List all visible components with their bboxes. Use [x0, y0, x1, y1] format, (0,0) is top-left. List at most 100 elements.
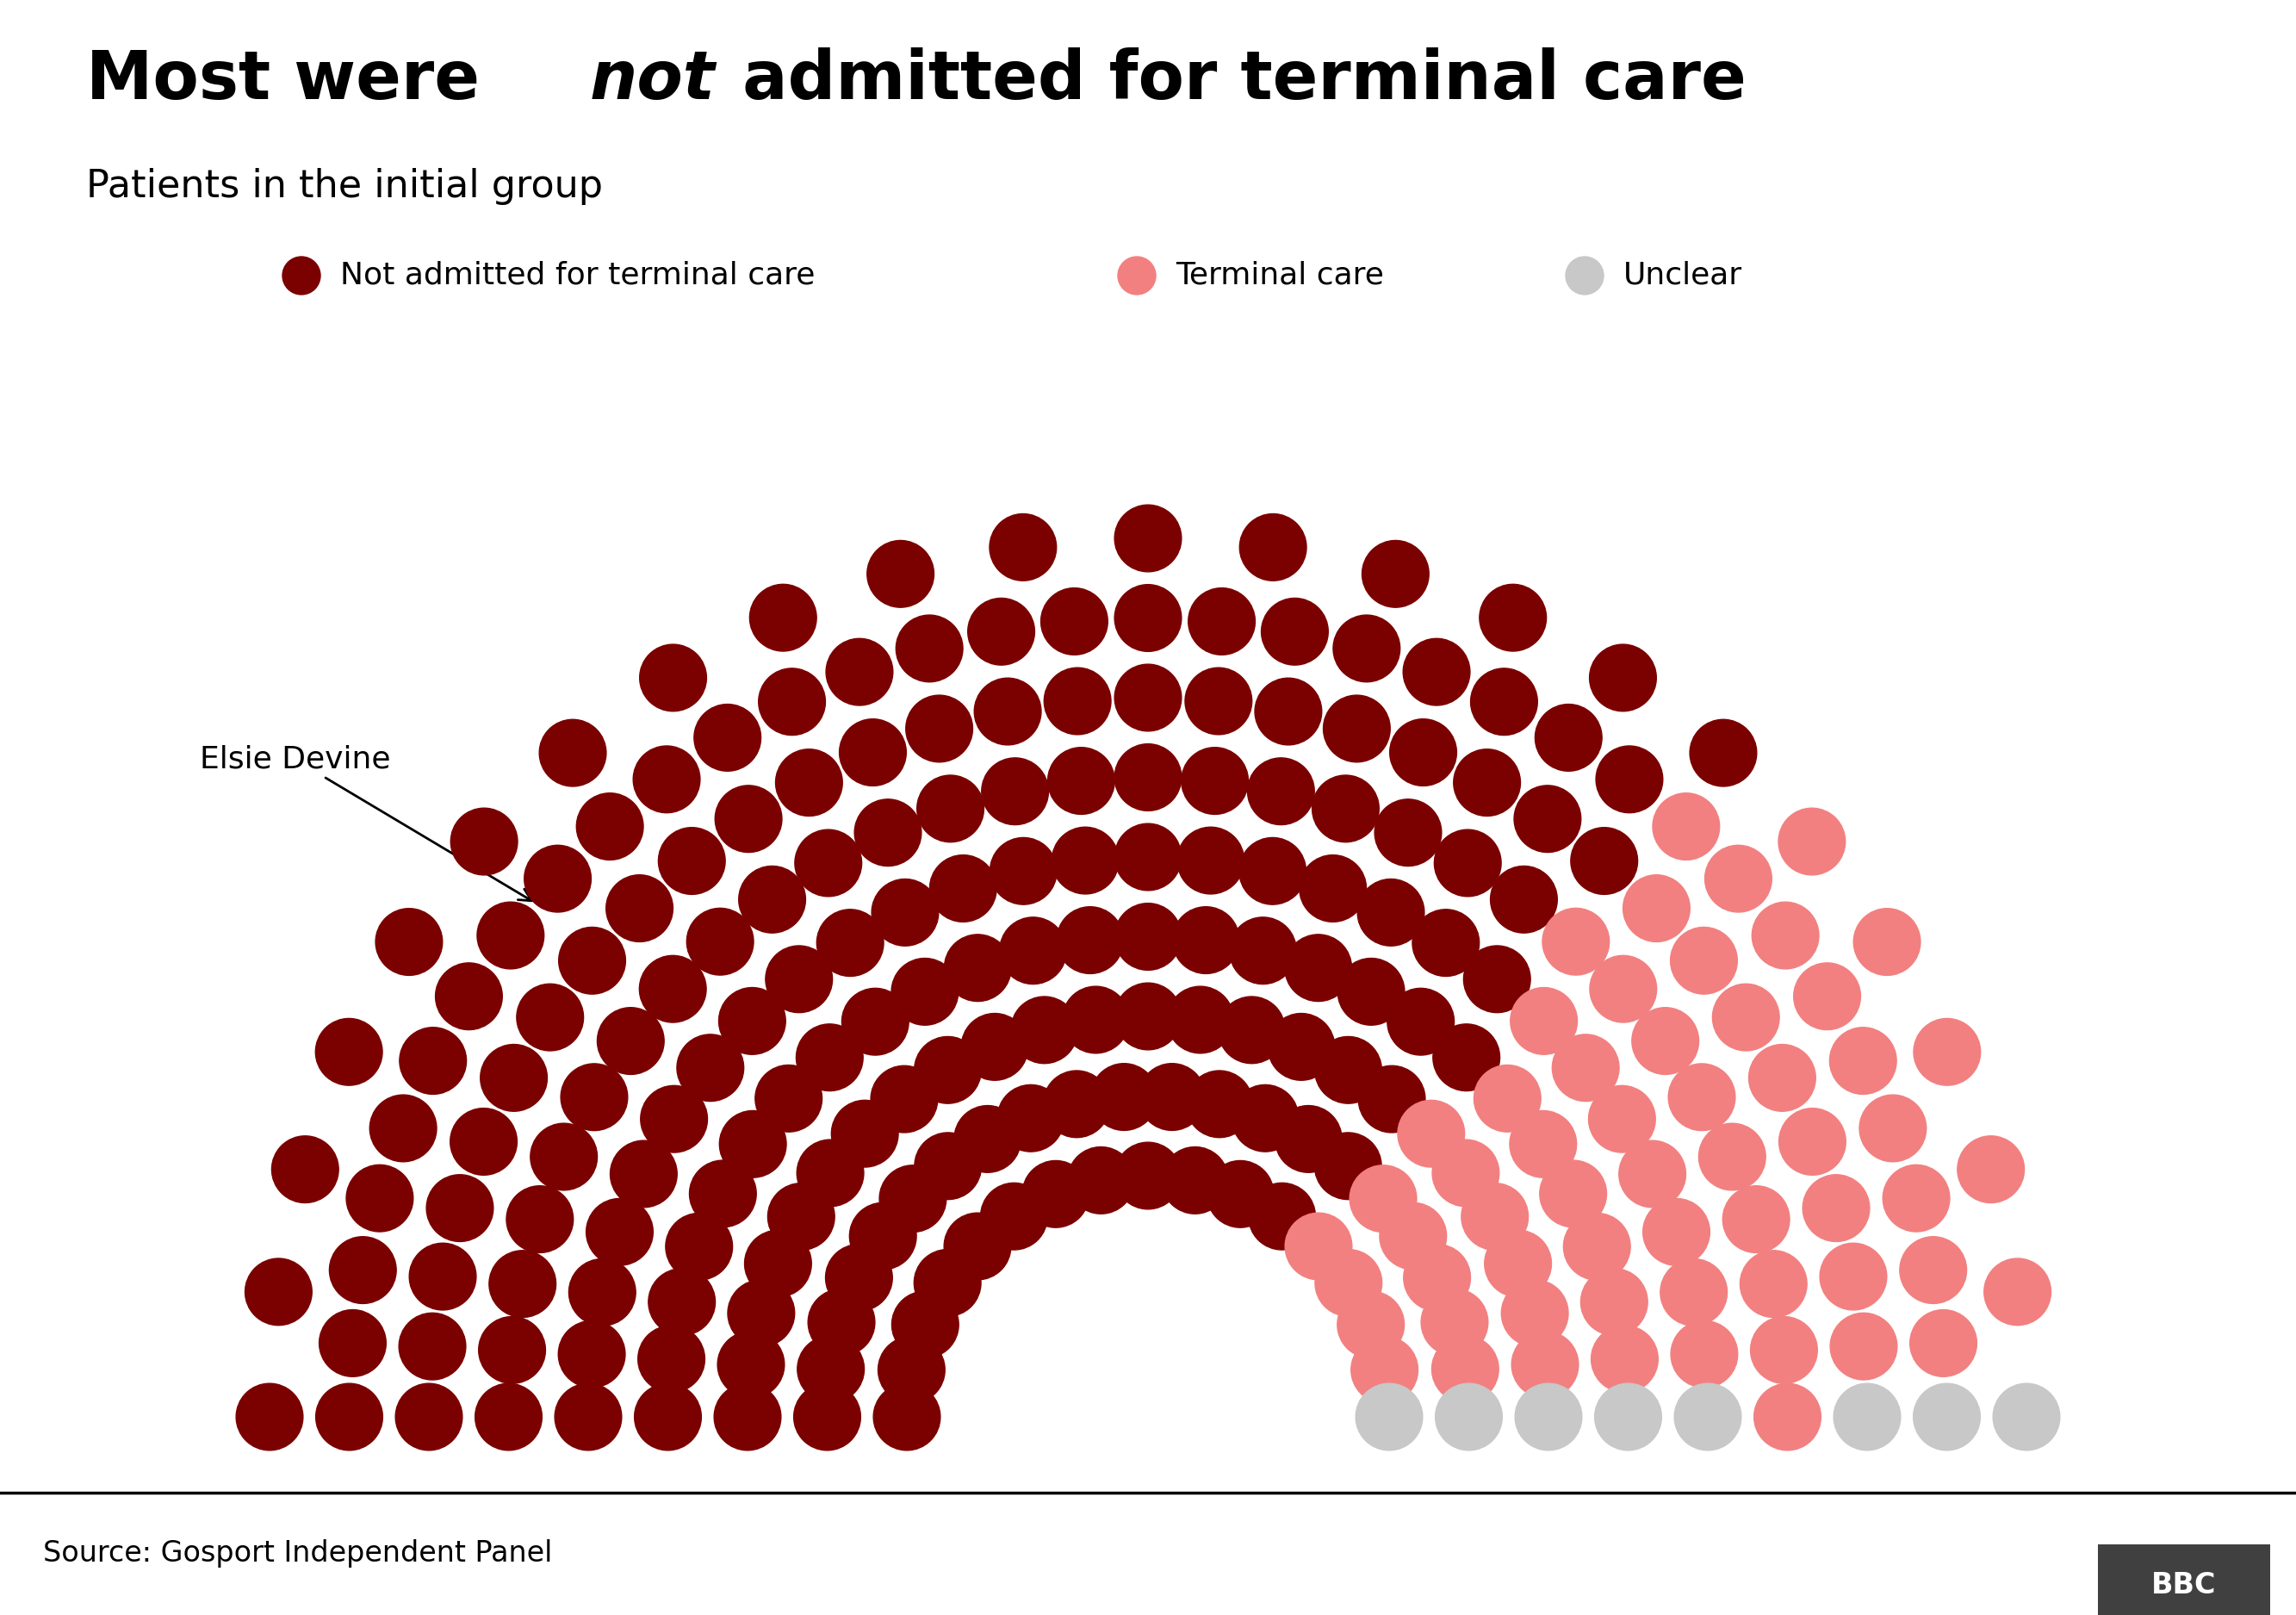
Circle shape: [1591, 1326, 1658, 1392]
Circle shape: [1779, 1108, 1846, 1176]
Circle shape: [1653, 793, 1720, 859]
Circle shape: [370, 1095, 436, 1161]
Text: Terminal care: Terminal care: [1176, 262, 1384, 291]
Circle shape: [1474, 1064, 1541, 1132]
Text: admitted for terminal care: admitted for terminal care: [719, 47, 1747, 113]
Circle shape: [872, 879, 939, 946]
Circle shape: [916, 775, 985, 841]
Circle shape: [1247, 757, 1313, 825]
Circle shape: [1114, 505, 1182, 572]
Circle shape: [877, 1336, 946, 1403]
Circle shape: [748, 585, 817, 651]
Circle shape: [1754, 1384, 1821, 1450]
Circle shape: [1219, 996, 1286, 1064]
Circle shape: [1359, 1066, 1426, 1132]
Circle shape: [794, 1384, 861, 1450]
Circle shape: [1189, 588, 1256, 654]
Circle shape: [719, 987, 785, 1055]
Circle shape: [1580, 1268, 1649, 1336]
Circle shape: [377, 909, 443, 975]
Circle shape: [585, 1198, 652, 1266]
Circle shape: [1830, 1027, 1896, 1095]
Circle shape: [409, 1244, 475, 1310]
Circle shape: [1589, 1085, 1655, 1153]
Circle shape: [530, 1124, 597, 1190]
Circle shape: [1570, 827, 1637, 895]
Circle shape: [1187, 1071, 1254, 1137]
Circle shape: [1166, 987, 1233, 1053]
Circle shape: [1913, 1384, 1979, 1450]
Circle shape: [870, 1066, 937, 1132]
Circle shape: [1010, 996, 1077, 1064]
Circle shape: [1350, 1164, 1417, 1232]
Circle shape: [914, 1250, 980, 1316]
Circle shape: [634, 746, 700, 812]
Circle shape: [1228, 917, 1297, 984]
Circle shape: [1114, 745, 1182, 811]
Circle shape: [1706, 845, 1773, 912]
Circle shape: [1173, 906, 1240, 974]
Circle shape: [689, 1160, 755, 1227]
Circle shape: [1713, 984, 1779, 1051]
Circle shape: [659, 827, 726, 895]
Circle shape: [1460, 1184, 1529, 1250]
Circle shape: [1316, 1132, 1382, 1200]
Circle shape: [1375, 799, 1442, 866]
Circle shape: [1185, 667, 1251, 735]
Circle shape: [843, 988, 909, 1055]
Circle shape: [1316, 1037, 1382, 1103]
Circle shape: [1339, 958, 1405, 1026]
Circle shape: [808, 1289, 875, 1355]
Circle shape: [1114, 984, 1182, 1050]
Circle shape: [558, 927, 625, 995]
Circle shape: [797, 1140, 863, 1206]
Circle shape: [638, 1326, 705, 1392]
Circle shape: [1350, 1336, 1419, 1403]
Circle shape: [560, 1064, 627, 1130]
Circle shape: [1114, 1142, 1182, 1210]
Circle shape: [1357, 879, 1424, 946]
Circle shape: [1993, 1384, 2060, 1450]
Circle shape: [1114, 903, 1182, 971]
Circle shape: [1412, 909, 1479, 977]
Circle shape: [634, 1384, 700, 1450]
Circle shape: [1619, 1140, 1685, 1208]
Circle shape: [1042, 1071, 1109, 1137]
Circle shape: [1267, 1013, 1334, 1080]
Circle shape: [1435, 1384, 1502, 1450]
Circle shape: [523, 845, 590, 912]
Circle shape: [1779, 808, 1846, 875]
Circle shape: [1589, 956, 1658, 1022]
Circle shape: [817, 909, 884, 977]
Circle shape: [1056, 906, 1123, 974]
Circle shape: [739, 866, 806, 933]
Circle shape: [930, 854, 996, 922]
Circle shape: [1052, 827, 1118, 895]
Text: BBC: BBC: [2151, 1571, 2216, 1599]
Circle shape: [1511, 1331, 1577, 1399]
Circle shape: [1984, 1258, 2050, 1326]
Circle shape: [693, 704, 760, 770]
Circle shape: [1860, 1095, 1926, 1161]
Circle shape: [1433, 1336, 1499, 1402]
Circle shape: [478, 1316, 546, 1384]
Circle shape: [666, 1213, 732, 1281]
Circle shape: [797, 1024, 863, 1090]
Circle shape: [1433, 1140, 1499, 1206]
Circle shape: [983, 757, 1049, 825]
Circle shape: [558, 1321, 625, 1387]
Circle shape: [489, 1250, 556, 1318]
Circle shape: [728, 1279, 794, 1347]
Circle shape: [755, 1064, 822, 1132]
Circle shape: [914, 1132, 980, 1200]
Circle shape: [282, 257, 321, 294]
Circle shape: [611, 1140, 677, 1208]
Circle shape: [475, 1384, 542, 1450]
Circle shape: [996, 1085, 1065, 1151]
Circle shape: [1433, 1024, 1499, 1090]
Circle shape: [794, 830, 861, 896]
Circle shape: [891, 958, 957, 1026]
Circle shape: [744, 1231, 810, 1297]
Circle shape: [400, 1027, 466, 1095]
Circle shape: [1541, 1160, 1607, 1227]
